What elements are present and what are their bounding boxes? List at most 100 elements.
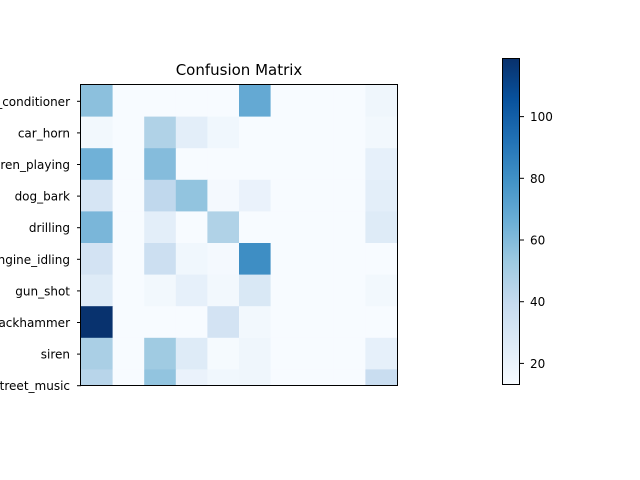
heatmap-cell <box>239 148 272 181</box>
colorbar-tick-label: 20 <box>530 357 545 371</box>
heatmap-cell <box>333 85 366 118</box>
heatmap-cell <box>302 243 335 276</box>
heatmap-cell <box>239 85 272 118</box>
heatmap-cell <box>270 148 303 181</box>
heatmap-cell <box>207 337 240 370</box>
colorbar-tick-label: 60 <box>530 234 545 248</box>
heatmap-cell <box>81 116 114 149</box>
row-label: engine_idling <box>0 253 70 267</box>
row-label: drilling <box>29 221 70 235</box>
heatmap-cell <box>112 179 145 212</box>
heatmap-cell <box>112 85 145 118</box>
heatmap-cell <box>270 116 303 149</box>
heatmap-cell <box>207 179 240 212</box>
heatmap-cell <box>270 369 303 385</box>
heatmap-cell <box>112 337 145 370</box>
heatmap-cell <box>239 116 272 149</box>
row-label: gun_shot <box>15 284 70 298</box>
heatmap-cell <box>81 179 114 212</box>
heatmap-cell <box>175 148 208 181</box>
heatmap-cell <box>112 306 145 339</box>
heatmap-cell <box>365 85 398 118</box>
heatmap-cell <box>144 116 177 149</box>
heatmap-cell <box>239 179 272 212</box>
heatmap-cell <box>270 243 303 276</box>
heatmap-cell <box>333 243 366 276</box>
row-label: dog_bark <box>15 190 70 204</box>
heatmap-cell <box>333 306 366 339</box>
heatmap-cell <box>81 211 114 244</box>
colorbar-tick-label: 80 <box>530 172 545 186</box>
heatmap-cell <box>239 243 272 276</box>
heatmap-cell <box>270 85 303 118</box>
heatmap-cell <box>365 306 398 339</box>
heatmap-cell <box>175 337 208 370</box>
heatmap-cell <box>365 211 398 244</box>
heatmap-cell <box>333 148 366 181</box>
heatmap-cell <box>333 337 366 370</box>
heatmap-cell <box>239 337 272 370</box>
heatmap-cell <box>175 306 208 339</box>
heatmap-cell <box>333 369 366 385</box>
heatmap-cell <box>207 85 240 118</box>
heatmap-cell <box>175 211 208 244</box>
heatmap-cell <box>112 148 145 181</box>
heatmap-cell <box>302 337 335 370</box>
heatmap-cell <box>81 148 114 181</box>
heatmap-cell <box>175 179 208 212</box>
heatmap-cell <box>144 306 177 339</box>
heatmap-cell <box>175 243 208 276</box>
heatmap-cell <box>302 85 335 118</box>
row-label: car_horn <box>18 126 70 140</box>
heatmap-cell <box>175 116 208 149</box>
heatmap-cell <box>207 243 240 276</box>
colorbar-ticks: 20 40 60 80 100 <box>520 110 553 371</box>
heatmap-cell <box>81 306 114 339</box>
heatmap-cell <box>270 179 303 212</box>
heatmap-cell <box>365 148 398 181</box>
heatmap-cell <box>365 337 398 370</box>
heatmap-cell <box>144 274 177 307</box>
row-label: street_music <box>0 379 70 393</box>
heatmap-cell <box>302 211 335 244</box>
heatmap-cell <box>144 148 177 181</box>
row-labels: air_conditioner car_horn children_playingd… <box>0 95 70 393</box>
heatmap-cell <box>112 116 145 149</box>
heatmap-cell <box>175 85 208 118</box>
heatmap-cell <box>365 369 398 385</box>
chart-title: Confusion Matrix <box>176 61 303 79</box>
heatmap-cell <box>333 179 366 212</box>
heatmap-cell <box>112 211 145 244</box>
heatmap-cell <box>302 369 335 385</box>
row-label: air_conditioner <box>0 95 70 109</box>
heatmap-cell <box>81 369 114 385</box>
heatmap-cell <box>207 116 240 149</box>
heatmap-cell <box>144 369 177 385</box>
row-label: jackhammer <box>0 316 70 330</box>
heatmap-cell <box>333 274 366 307</box>
row-label: children_playing <box>0 158 70 172</box>
heatmap-cell <box>302 148 335 181</box>
heatmap-cell <box>239 274 272 307</box>
heatmap-cell <box>112 369 145 385</box>
heatmap-cell <box>270 211 303 244</box>
row-label: siren <box>41 348 70 362</box>
heatmap-cell <box>144 179 177 212</box>
heatmap-cell <box>270 306 303 339</box>
heatmap-cell <box>302 116 335 149</box>
heatmap-cell <box>365 274 398 307</box>
heatmap-cell <box>112 274 145 307</box>
heatmap-cell <box>365 116 398 149</box>
colorbar-tick-label: 100 <box>530 110 553 124</box>
colorbar <box>502 58 520 385</box>
heatmap-cell <box>239 369 272 385</box>
heatmap-cell <box>144 211 177 244</box>
heatmap-cell <box>239 306 272 339</box>
heatmap-cell <box>270 274 303 307</box>
heatmap-cell <box>144 85 177 118</box>
heatmap-cell <box>207 306 240 339</box>
heatmap-cell <box>81 243 114 276</box>
heatmap-cell <box>175 274 208 307</box>
heatmap-cell <box>302 274 335 307</box>
